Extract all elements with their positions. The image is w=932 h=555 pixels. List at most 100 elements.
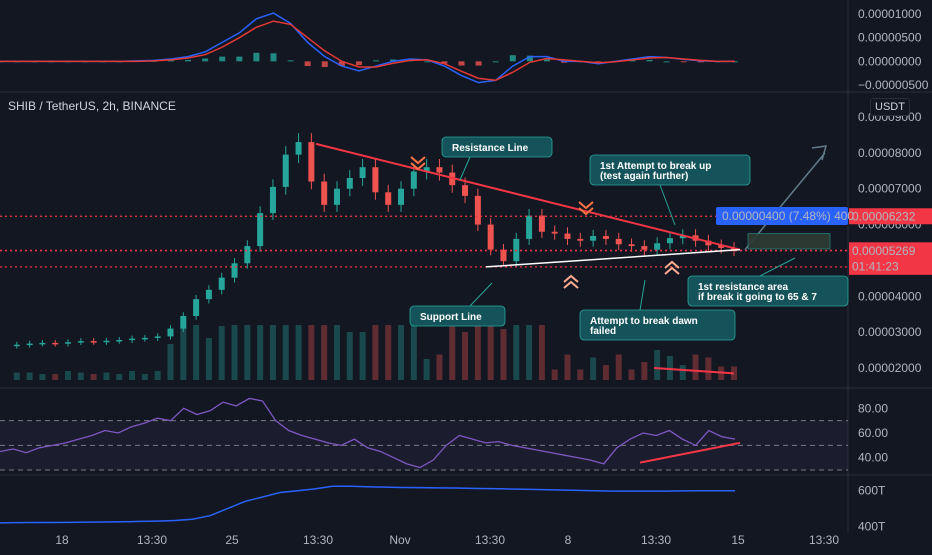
breakdown-callout-pointer [639,279,646,311]
candle-body [141,337,148,340]
time-tick-label: 8 [565,533,572,547]
candle-body [193,299,200,317]
sell-chevron-icon [410,162,426,171]
macd-histogram-bar [458,61,465,66]
time-tick-label: 13:30 [475,533,505,547]
price-level-label: 0.00006232 [852,209,916,223]
volume-bar [52,374,59,380]
volume-bar [257,325,264,380]
resistance-callout-pointer [459,156,471,181]
macd-histogram-bar [509,55,516,62]
candle-body [308,142,315,182]
macd-histogram-bar [185,59,192,62]
countdown-label: 01:41:23 [852,259,899,273]
price-level-badge [849,208,932,225]
volume-bar [449,325,456,380]
macd-histogram-bar [270,53,277,62]
volume-bar [692,354,699,380]
volume-bar [628,369,635,380]
support-callout-text: Support Line [420,312,482,323]
candle-body [359,167,366,178]
time-tick-label: 15 [731,533,745,547]
volume-bar [410,325,417,380]
buy-chevron-icon [664,266,680,275]
price-tick-label: 0.00008000 [858,146,922,160]
volume-bar [167,344,174,380]
resistance-area-callout-box [687,275,849,307]
candle-body [526,215,533,239]
candle-body [231,263,238,278]
candle-body [705,240,712,246]
candle-body [462,185,469,196]
volume-bar [269,325,276,380]
volume-bar [231,325,238,380]
macd-histogram-bar [304,61,311,67]
volume-bar [13,372,20,380]
volume-bar [654,350,661,380]
obv-line [0,485,735,524]
breakup-callout-text: 1st Attempt to break up [600,161,711,172]
macd-histogram-bar [663,61,670,63]
candle-body [333,188,340,205]
volume-bar [116,374,123,380]
candle-body [346,177,353,189]
candle-body [718,245,725,248]
candle-body [103,340,110,343]
rsi-line [0,397,736,469]
candle-body [65,342,72,344]
time-tick-label: 25 [225,533,239,547]
breakup-callout-pointer [659,184,676,226]
volume-bar [526,325,533,380]
macd-histogram-bar [646,59,653,62]
obv-tick-label: 400T [858,519,886,533]
candle-body [129,338,136,341]
volume-bar [26,372,33,380]
candle-body [500,249,507,262]
volume-bar [577,369,584,380]
volume-bar [193,325,200,380]
macd-histogram-bar [167,60,174,62]
candle-body [218,277,225,290]
resistance-area-callout-text: if break it going to 65 & 7 [698,292,817,303]
macd-tick-label: 0.00000500 [858,31,922,45]
volume-bar [590,357,597,380]
time-tick-label: 18 [55,533,69,547]
candle-body [551,231,558,234]
volume-bar [551,369,558,380]
volume-bar [487,325,494,380]
volume-bar [615,354,622,380]
macd-histogram-bar [338,61,345,67]
candle-body [116,340,123,342]
volume-bar [39,374,46,380]
volume-bar [77,372,84,380]
volume-bar [359,332,366,380]
volume-bar [180,325,187,380]
price-level-badge [849,242,932,259]
target-arrow-head [811,145,828,161]
volume-bar [385,325,392,380]
macd-tick-label: 0.00000000 [858,54,922,68]
unit-badge[interactable]: USDT [870,98,910,116]
time-tick-label: 13:30 [641,533,671,547]
volume-bar [679,365,686,380]
volume-down-trendline [653,367,735,375]
volume-bar [398,325,405,380]
candle-body [257,213,264,247]
candle-body [269,186,276,214]
volume-bar [462,332,469,380]
macd-histogram-bar [390,59,397,62]
macd-histogram-bar [629,60,636,62]
buy-chevron-icon [563,280,579,289]
volume-bar [372,325,379,380]
volume-bar [295,325,302,380]
countdown-badge [849,258,932,275]
breakdown-callout-text: failed [590,326,616,337]
sell-chevron-icon [578,201,594,210]
macd-histogram-bar [287,60,294,62]
resistance-trendline [315,142,741,251]
breakdown-callout-box [579,309,736,341]
measure-box [747,233,831,250]
symbol-title: SHIB / TetherUS, 2h, BINANCE [8,99,176,113]
